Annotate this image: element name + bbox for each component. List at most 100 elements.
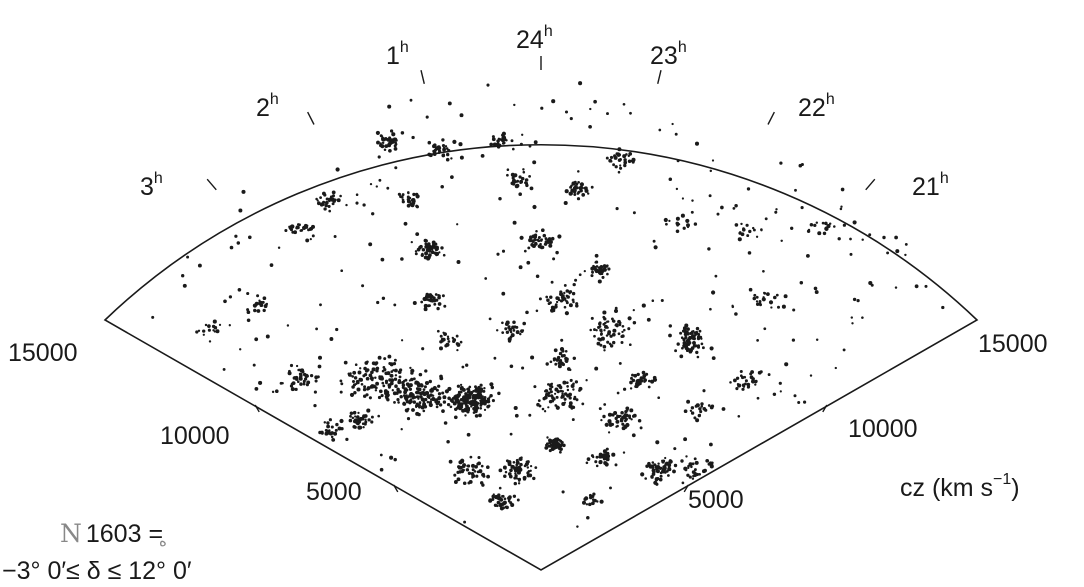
galaxy-point [290,387,295,392]
galaxy-point [641,370,646,375]
galaxy-point [406,417,411,421]
galaxy-point [384,391,388,396]
galaxy-point [258,299,261,302]
galaxy-point [499,506,504,511]
galaxy-point [658,477,663,482]
galaxy-point [752,228,756,232]
galaxy-point [453,473,457,477]
galaxy-point [238,208,243,213]
galaxy-point [621,426,626,431]
galaxy-point [284,228,288,233]
galaxy-point [778,381,782,385]
galaxy-point [535,230,538,233]
galaxy-point [817,231,822,236]
galaxy-point [511,325,515,330]
galaxy-point [325,197,329,201]
galaxy-point [657,396,661,400]
galaxy-point [424,297,428,302]
galaxy-point [213,325,218,330]
galaxy-point [500,133,504,137]
galaxy-point [566,385,569,388]
galaxy-point [481,472,486,477]
galaxy-point [604,324,608,329]
galaxy-point [576,525,579,528]
galaxy-point [504,327,508,331]
galaxy-point [755,295,759,299]
galaxy-point [627,316,632,321]
galaxy-point [695,403,700,408]
galaxy-point [548,243,553,248]
galaxy-point [423,307,428,312]
galaxy-point [340,427,344,431]
galaxy-point [431,394,435,397]
galaxy-point [522,170,526,174]
galaxy-point [707,247,711,251]
galaxy-point [602,454,607,459]
galaxy-point [698,473,701,476]
galaxy-point [520,456,523,459]
galaxy-point [809,374,813,377]
galaxy-point [617,332,621,336]
galaxy-point [391,132,396,137]
galaxy-point [581,193,586,197]
galaxy-point [316,201,321,206]
galaxy-point [641,303,646,308]
galaxy-point [617,319,621,324]
galaxy-point [702,389,706,393]
galaxy-point [202,329,206,333]
galaxy-point [599,499,604,504]
galaxy-point [355,201,359,205]
galaxy-point [385,397,388,400]
galaxy-count-label: N ه= 1603 [60,519,167,550]
galaxy-point [756,396,760,400]
galaxy-point [333,235,337,238]
hour-label-21h: 21h [912,170,949,201]
galaxy-point [477,402,480,405]
galaxy-point [568,396,572,400]
galaxy-point [607,431,611,434]
galaxy-point [335,167,340,172]
galaxy-point [512,182,516,186]
galaxy-point [596,341,601,346]
galaxy-point [256,294,260,298]
galaxy-point [623,163,627,168]
galaxy-point [330,425,334,429]
galaxy-point [275,389,279,394]
galaxy-point [507,472,512,476]
galaxy-point [440,184,444,189]
galaxy-point [215,329,220,334]
galaxy-point [370,420,374,424]
galaxy-point [454,407,458,411]
galaxy-point [734,204,738,208]
galaxy-point [490,385,495,390]
galaxy-point [390,370,394,373]
galaxy-point [271,390,275,394]
galaxy-point [197,329,201,332]
galaxy-point [424,369,428,373]
distance-tick [254,404,260,413]
galaxy-point [368,242,373,247]
galaxy-point [606,340,610,344]
galaxy-point [351,375,355,378]
galaxy-point [424,251,429,256]
galaxy-point [633,373,638,378]
galaxy-point [588,502,592,507]
galaxy-point [840,205,843,208]
galaxy-point [815,221,819,224]
galaxy-point [443,304,447,308]
galaxy-point [575,398,579,402]
galaxy-point [609,155,614,160]
galaxy-point [370,370,374,375]
galaxy-point [528,413,532,417]
galaxy-point [637,419,642,423]
galaxy-point [588,124,592,129]
galaxy-point [545,443,548,447]
galaxy-point [408,383,413,388]
galaxy-point [591,270,594,274]
galaxy-point [569,185,573,189]
distance-label-right-10000: 10000 [848,415,918,443]
galaxy-point [493,503,498,508]
galaxy-point [547,406,550,409]
galaxy-point [389,374,393,378]
galaxy-point [682,337,686,342]
